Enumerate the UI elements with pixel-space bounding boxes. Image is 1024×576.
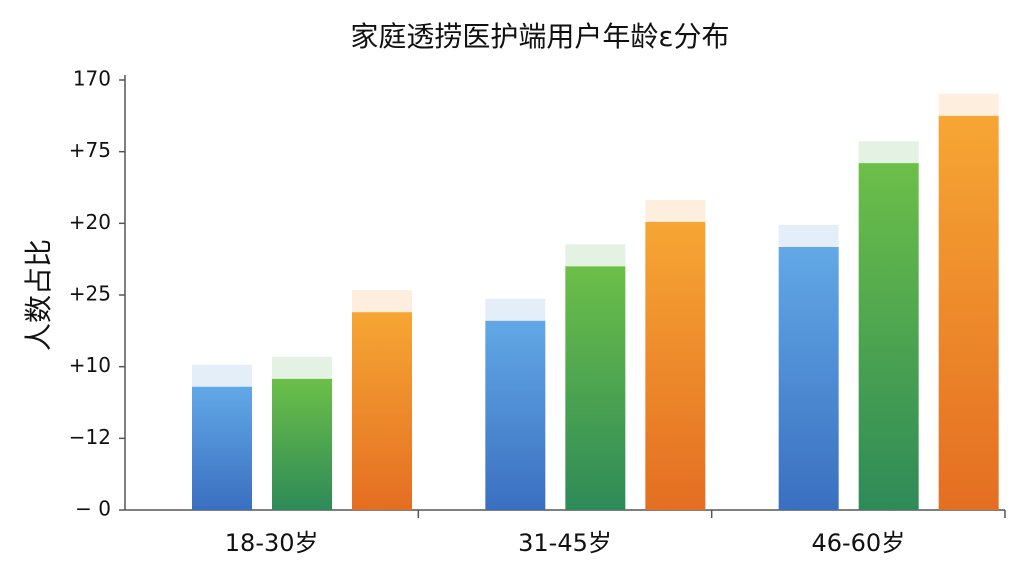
y-axis-label: 人数占比	[22, 239, 55, 351]
bar-glow	[858, 141, 919, 164]
bar-glow	[778, 224, 839, 247]
bar-glow	[485, 298, 546, 321]
x-tick-label: 46-60岁	[811, 529, 905, 557]
bar	[645, 221, 706, 510]
y-tick-label: 170	[73, 67, 111, 91]
bar-glow	[938, 93, 999, 116]
bar	[192, 386, 252, 510]
chart-title: 家庭透捞医护端用户年龄ε分布	[350, 20, 729, 53]
bar-glow	[352, 290, 412, 313]
bar	[778, 246, 839, 510]
y-tick-label: +75	[69, 138, 111, 162]
bar	[565, 266, 626, 510]
y-tick-label: +20	[69, 210, 111, 234]
bar-glow	[192, 364, 252, 387]
bar	[272, 378, 332, 510]
bar	[485, 320, 546, 510]
bar-glow	[645, 199, 706, 222]
y-tick-label: +25	[69, 282, 111, 306]
bar	[858, 163, 919, 510]
y-tick-label: − 0	[75, 497, 111, 521]
x-tick-label: 18-30岁	[225, 529, 319, 557]
bar	[938, 115, 999, 510]
bar	[352, 312, 412, 510]
bar-glow	[272, 356, 332, 379]
x-tick-label: 31-45岁	[518, 529, 612, 557]
y-tick-label: −12	[69, 425, 111, 449]
bar-glow	[565, 244, 626, 267]
y-tick-label: +10	[69, 353, 111, 377]
